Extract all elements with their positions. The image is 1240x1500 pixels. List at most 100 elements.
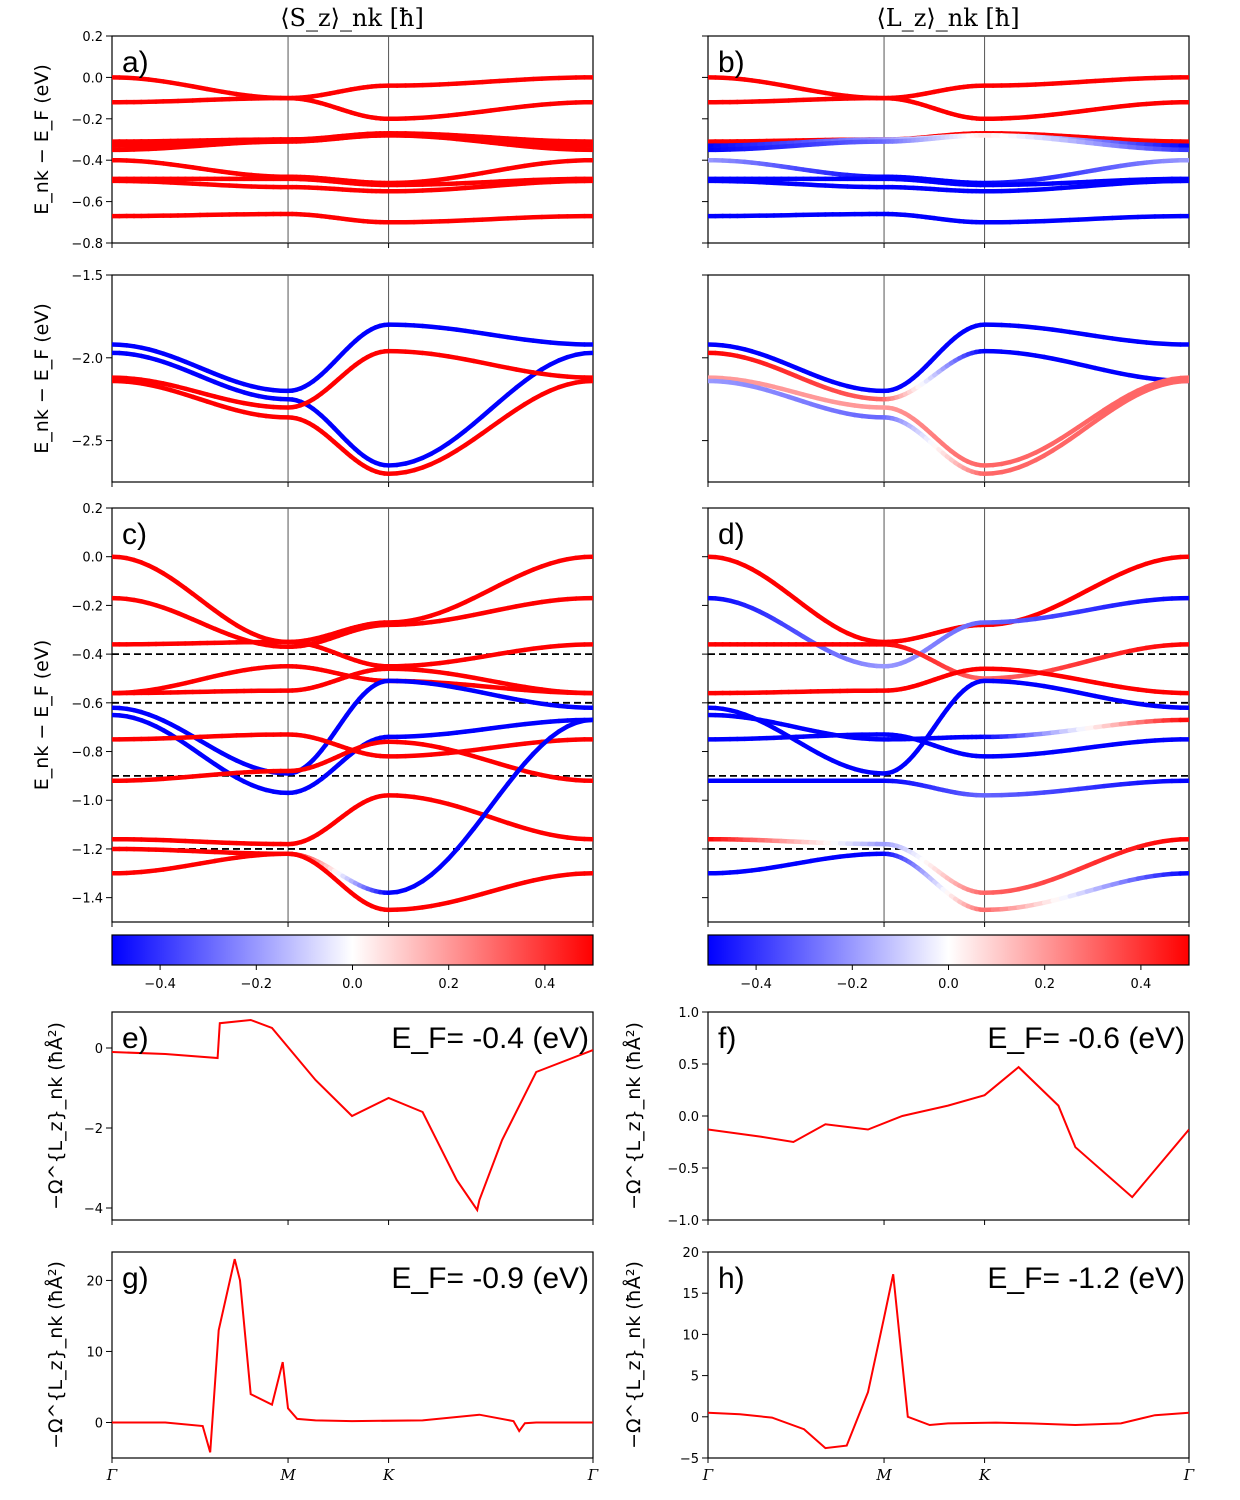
ytick-label: 1.0: [678, 1006, 699, 1021]
kpath-label: Γ: [702, 1466, 714, 1484]
colorbar-tick-label: −0.4: [740, 977, 772, 992]
ytick-label: 0.0: [678, 1110, 699, 1125]
ytick-label: −2: [84, 1122, 103, 1137]
band-line: [708, 378, 1189, 476]
colorbar-tick-label: 0.2: [438, 977, 459, 992]
ytick-label: −1.5: [71, 269, 103, 284]
ytick-label: −5: [680, 1452, 699, 1467]
panel-label: e): [122, 1022, 149, 1055]
panel-f: 1.0 0.5 0.0 −0.5 −1.0 f) E_F= -0.6 (eV) −Ω^{L_z…: [622, 1006, 1190, 1229]
ytick-label: 0: [691, 1411, 699, 1426]
berry-curvature-line: [708, 1065, 1189, 1199]
ytick-label: 5: [691, 1370, 699, 1385]
panel-label: h): [718, 1262, 745, 1295]
colorbar-tick-label: 0.4: [535, 977, 556, 992]
axes-frame: [111, 507, 594, 923]
band-line: [112, 664, 593, 696]
fermi-annotation: E_F= -0.9 (eV): [391, 1262, 589, 1295]
panel-label: b): [718, 46, 745, 79]
band-segment: [480, 804, 494, 820]
axes-frame: [111, 1011, 594, 1221]
band-line: [708, 133, 1189, 153]
berry-ylabel: −Ω^{L_z}_nk (ħÅ²): [622, 1261, 645, 1449]
band-line: [708, 178, 1189, 194]
panel-label: a): [122, 46, 149, 79]
colorbar-tick-label: −0.2: [241, 977, 273, 992]
band-line: [112, 666, 593, 696]
column-title-orbital: ⟨L_z⟩_nk [ħ]: [876, 4, 1019, 32]
berry-curvature-line: [112, 1258, 593, 1453]
axes-frame: [707, 1251, 1190, 1459]
band-line: [112, 554, 593, 645]
ytick-label: −0.5: [667, 1162, 699, 1177]
band-line: [112, 176, 593, 188]
band-line: [708, 75, 1189, 101]
band-line: [708, 678, 1189, 776]
panel-h: 20 15 10 5 0 −5 h) E_F= -1.2 (eV) −Ω^{L_z}_nk (ħ…: [622, 1246, 1195, 1484]
kpath-label: M: [875, 1466, 892, 1484]
berry-curvature-line: [708, 1273, 1189, 1450]
band-line: [112, 75, 593, 101]
column-title-spin: ⟨S_z⟩_nk [ħ]: [280, 4, 424, 32]
band-line: [708, 595, 1189, 669]
band-segment: [582, 717, 593, 723]
ytick-label: 0: [95, 1042, 103, 1057]
fermi-annotation: E_F= -0.6 (eV): [987, 1022, 1185, 1055]
ytick-label: 20: [682, 1246, 699, 1261]
panel-c: −1.4 −1.2 −1.0 −0.8 −0.6 −0.4 −0.2 0.0 0.2 c) E_nk…: [31, 502, 594, 927]
ytick-label: −2.0: [71, 352, 103, 367]
berry-ylabel: −Ω^{L_z}_nk (ħÅ²): [622, 1022, 645, 1210]
ytick-label: −0.4: [71, 154, 103, 169]
ytick-label: −0.6: [71, 196, 103, 211]
kpath-label: M: [279, 1466, 296, 1484]
panel-a2: −1.5 −2.0 −2.5 E_nk − E_F (eV): [31, 269, 594, 487]
ytick-label: −0.8: [71, 746, 103, 761]
ytick-label: −1.2: [71, 843, 103, 858]
ytick-label: −1.0: [667, 1214, 699, 1229]
colorbar-tick-label: 0.4: [1131, 977, 1152, 992]
berry-ylabel: −Ω^{L_z}_nk (ħÅ²): [44, 1022, 67, 1210]
band-line: [112, 322, 593, 394]
band-line: [112, 851, 593, 913]
panel-b: b): [702, 35, 1190, 248]
ytick-label: −0.6: [71, 697, 103, 712]
panel-b2: [702, 274, 1190, 487]
kpath-label: Γ: [106, 1466, 118, 1484]
colorbar-tick-label: −0.2: [837, 977, 869, 992]
ytick-label: 10: [682, 1328, 699, 1343]
panel-g: 20 10 0 g) E_F= -0.9 (eV) −Ω^{L_z}_nk (ħÅ²) Γ M…: [44, 1251, 599, 1484]
band-line: [112, 178, 593, 194]
band-line: [708, 375, 1189, 468]
ytick-label: 0.0: [82, 551, 103, 566]
panel-d: d): [702, 507, 1190, 927]
panel-label: d): [718, 518, 745, 551]
band-segment: [497, 781, 511, 798]
colorbar-tick-label: 0.2: [1034, 977, 1055, 992]
ytick-label: −4: [84, 1202, 103, 1217]
ytick-label: 0.2: [82, 30, 103, 45]
band-line: [112, 678, 593, 776]
colorbar-gradient: [111, 934, 594, 966]
colorbar-left: −0.4 −0.2 0.0 0.2 0.4: [111, 934, 594, 992]
ytick-label: −0.2: [71, 599, 103, 614]
ytick-label: 20: [86, 1274, 103, 1289]
band-line: [708, 778, 1189, 798]
band-line: [708, 348, 1189, 402]
band-line: [708, 554, 1189, 645]
panel-e: 0 −2 −4 e) E_F= -0.4 (eV) −Ω^{L_z}_nk (ħÅ²): [44, 1011, 594, 1225]
band-line: [708, 666, 1189, 696]
ytick-label: 0.2: [82, 502, 103, 517]
band-segment: [471, 815, 485, 831]
panel-label: f): [718, 1022, 736, 1055]
band-segment: [462, 826, 477, 842]
band-line: [112, 133, 593, 153]
band-line: [112, 732, 593, 759]
ytick-label: −1.0: [71, 794, 103, 809]
colorbar-tick-label: 0.0: [938, 977, 959, 992]
ytick-label: −2.5: [71, 435, 103, 450]
band-line: [112, 350, 593, 468]
band-line: [112, 793, 593, 847]
band-line: [112, 712, 593, 796]
kpath-label: Γ: [1183, 1466, 1195, 1484]
